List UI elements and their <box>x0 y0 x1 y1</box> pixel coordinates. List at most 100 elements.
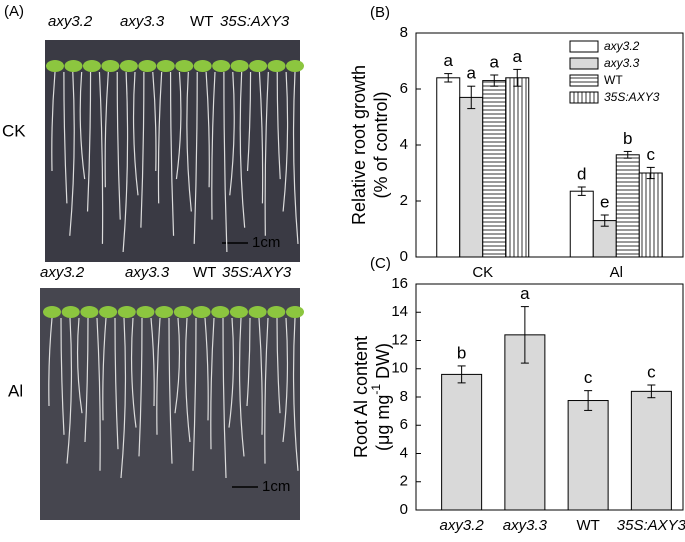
genotype-label: 35S:AXY3 <box>222 264 292 281</box>
root <box>79 71 86 180</box>
root <box>264 71 269 236</box>
y-axis-label: (% of control) <box>371 91 391 198</box>
root <box>140 71 145 228</box>
bar <box>505 77 530 258</box>
photo-ck <box>45 40 300 262</box>
root <box>229 71 235 196</box>
y-tick-label: 8 <box>400 24 408 41</box>
bar <box>459 96 484 258</box>
bar <box>567 400 609 511</box>
bar <box>630 390 672 511</box>
leaf <box>117 306 136 318</box>
root <box>205 71 210 188</box>
leaf <box>46 60 64 72</box>
y-tick-label: 6 <box>400 416 408 433</box>
root <box>258 317 263 435</box>
legend-label: WT <box>604 73 623 87</box>
label-part: DW) <box>373 343 393 384</box>
root <box>223 71 228 253</box>
significance-letter: a <box>520 284 530 303</box>
x-tick-label: axy3.3 <box>503 517 548 534</box>
legend-swatch <box>569 57 599 70</box>
root <box>152 71 157 172</box>
root <box>292 317 299 471</box>
root <box>192 317 197 471</box>
significance-letter: d <box>577 164 586 183</box>
y-tick-label: 2 <box>400 192 408 209</box>
root <box>292 71 299 244</box>
leaf <box>43 306 61 318</box>
y-tick-label: 12 <box>391 331 408 348</box>
legend-swatch <box>569 91 599 104</box>
root <box>98 71 104 244</box>
significance-letter: a <box>513 47 523 66</box>
significance-letter: a <box>490 52 500 71</box>
x-tick-label: CK <box>472 264 493 281</box>
row-label: Al <box>8 381 23 400</box>
y-tick-label: 0 <box>400 248 408 265</box>
leaf <box>173 306 192 318</box>
legend-label: axy3.3 <box>604 56 640 70</box>
root <box>169 71 175 236</box>
root <box>63 71 68 204</box>
bar <box>482 80 507 258</box>
y-tick-label: 2 <box>400 473 408 490</box>
leaf <box>80 306 99 318</box>
root <box>156 317 161 435</box>
significance-letter: b <box>623 129 632 148</box>
legend-swatch <box>569 74 599 87</box>
root <box>186 71 192 212</box>
leaf <box>229 306 248 318</box>
legend-swatch <box>569 40 599 53</box>
root <box>132 71 139 196</box>
root <box>86 71 92 212</box>
root <box>239 71 246 228</box>
y-tick-label: 4 <box>400 444 408 461</box>
root <box>84 317 89 443</box>
leaf <box>175 60 194 72</box>
root <box>282 71 289 212</box>
root <box>96 317 101 471</box>
root <box>246 71 252 172</box>
root <box>246 317 251 407</box>
leaf <box>267 60 286 72</box>
bar <box>436 77 461 258</box>
photo-panel: (A) axy3.2 axy3.3 WT 35S:AXY3 axy3.2 axy… <box>2 3 304 520</box>
label-sup: -1 <box>369 384 383 395</box>
root <box>51 71 56 172</box>
significance-letter: a <box>467 64 477 83</box>
root <box>69 71 75 236</box>
significance-letter: e <box>600 192 609 211</box>
leaf <box>212 60 231 72</box>
root <box>150 317 155 407</box>
root <box>114 317 119 450</box>
y-tick-label: 0 <box>400 501 408 518</box>
y-axis-label: Relative root growth <box>349 65 369 225</box>
leaf <box>286 60 304 72</box>
plot-frame <box>415 283 684 511</box>
y-tick-label: 10 <box>391 360 408 377</box>
panel-label: (A) <box>4 3 24 20</box>
scale-label: 1cm <box>252 234 280 251</box>
y-tick-label: 16 <box>391 275 408 292</box>
root <box>276 71 281 180</box>
root <box>210 317 215 450</box>
root <box>228 317 235 428</box>
leaf <box>101 60 120 72</box>
panel-label: (B) <box>370 4 390 21</box>
root <box>76 317 83 414</box>
significance-letter: c <box>647 145 656 164</box>
plot-frame <box>415 32 684 258</box>
leaf <box>193 60 212 72</box>
root <box>282 317 289 443</box>
leaf <box>99 306 118 318</box>
bar <box>638 172 663 258</box>
root <box>174 317 181 414</box>
leaf <box>61 306 80 318</box>
root <box>130 317 137 428</box>
root <box>276 317 281 414</box>
root <box>48 317 53 407</box>
panel-label: (C) <box>370 255 391 272</box>
root <box>60 317 65 435</box>
root <box>116 71 121 220</box>
